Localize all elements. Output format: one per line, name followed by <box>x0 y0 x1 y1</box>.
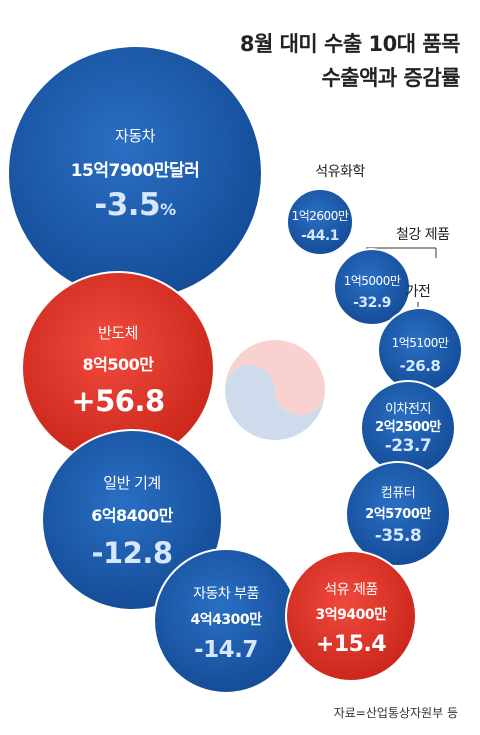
bubble-name-label: 반도체 <box>98 324 138 342</box>
bubble-amount-label: 1억5100만 <box>392 336 449 350</box>
bubble-change-label: -35.8 <box>375 526 422 546</box>
bubble-name-label: 자동차 <box>115 127 156 145</box>
bubble-석유화학: 석유화학 1억2600만 -44.1 <box>286 164 366 256</box>
bubble-change-unit: % <box>160 200 176 219</box>
bubble-name-label: 석유화학 <box>315 164 365 180</box>
bubble-일반-기계: 일반 기계 6억8400만 -12.8 <box>41 429 223 611</box>
bubble-name-label: 이차전지 <box>385 402 431 417</box>
bubble-이차전지: 이차전지 2억2500만-23.7 <box>360 380 456 476</box>
bubble-circle <box>285 550 417 682</box>
bubble-name-label: 자동차 부품 <box>193 586 259 602</box>
bubble-amount-label: 6억8400만 <box>91 506 173 525</box>
bubble-amount-label: 4억4300만 <box>191 612 263 628</box>
bubble-change-label: +15.4 <box>316 632 386 657</box>
bubble-반도체: 반도체 8억500만 +56.8 <box>21 271 215 465</box>
bubble-amount-label: 2억2500만 <box>375 419 441 435</box>
bubble-change-label: -3.5% <box>94 187 176 223</box>
bubble-석유-제품: 석유 제품 3억9400만 +15.4 <box>285 550 417 682</box>
bubble-change-label: -32.9 <box>353 295 391 311</box>
bubble-circle <box>377 307 463 393</box>
background-taegeuk-mark <box>225 340 325 440</box>
bubble-change-label: -12.8 <box>91 536 172 570</box>
bubble-name-label: 석유 제품 <box>324 582 378 598</box>
bubble-circle <box>345 461 451 567</box>
bubble-change-label: -44.1 <box>301 228 339 244</box>
bubble-name-label: 일반 기계 <box>103 474 160 492</box>
chart-title-line1: 8월 대미 수출 10대 품목 <box>239 32 461 56</box>
bubble-name-label: 가전 <box>406 284 431 300</box>
bubble-amount-label: 3억9400만 <box>316 607 388 623</box>
bubble-amount-label: 2억5700만 <box>365 506 431 522</box>
bubble-amount-label: 1억5000만 <box>344 274 401 288</box>
bubble-name-label: 컴퓨터 <box>381 486 415 501</box>
bubble-amount-label: 15억7900만달러 <box>71 160 200 181</box>
bubble-change-label: -23.7 <box>385 436 432 456</box>
bubble-change-label: -26.8 <box>400 357 441 375</box>
bubble-circle <box>333 248 411 326</box>
bubble-amount-label: 1억2600만 <box>292 209 349 223</box>
bubble-change-label: +56.8 <box>71 384 164 418</box>
bubble-컴퓨터: 컴퓨터 2억5700만 -35.8 <box>345 461 451 567</box>
bubble-자동차: 자동차 15억7900만달러 -3.5% <box>7 45 263 301</box>
bubble-circle <box>41 429 223 611</box>
bubble-자동차-부품: 자동차 부품 4억4300만 -14.7 <box>153 548 299 694</box>
bubble-change-label: -14.7 <box>194 637 258 663</box>
bubble-circle <box>286 188 354 256</box>
source-note: 자료=산업통상자원부 등 <box>333 706 458 720</box>
bubble-amount-label: 8억500만 <box>83 355 155 374</box>
bubble-name-label: 철강 제품 <box>396 227 450 243</box>
bubble-철강-제품: 철강 제품 1억5000만 -32.9 <box>333 227 451 326</box>
chart-title-line2: 수출액과 증감률 <box>321 66 460 90</box>
